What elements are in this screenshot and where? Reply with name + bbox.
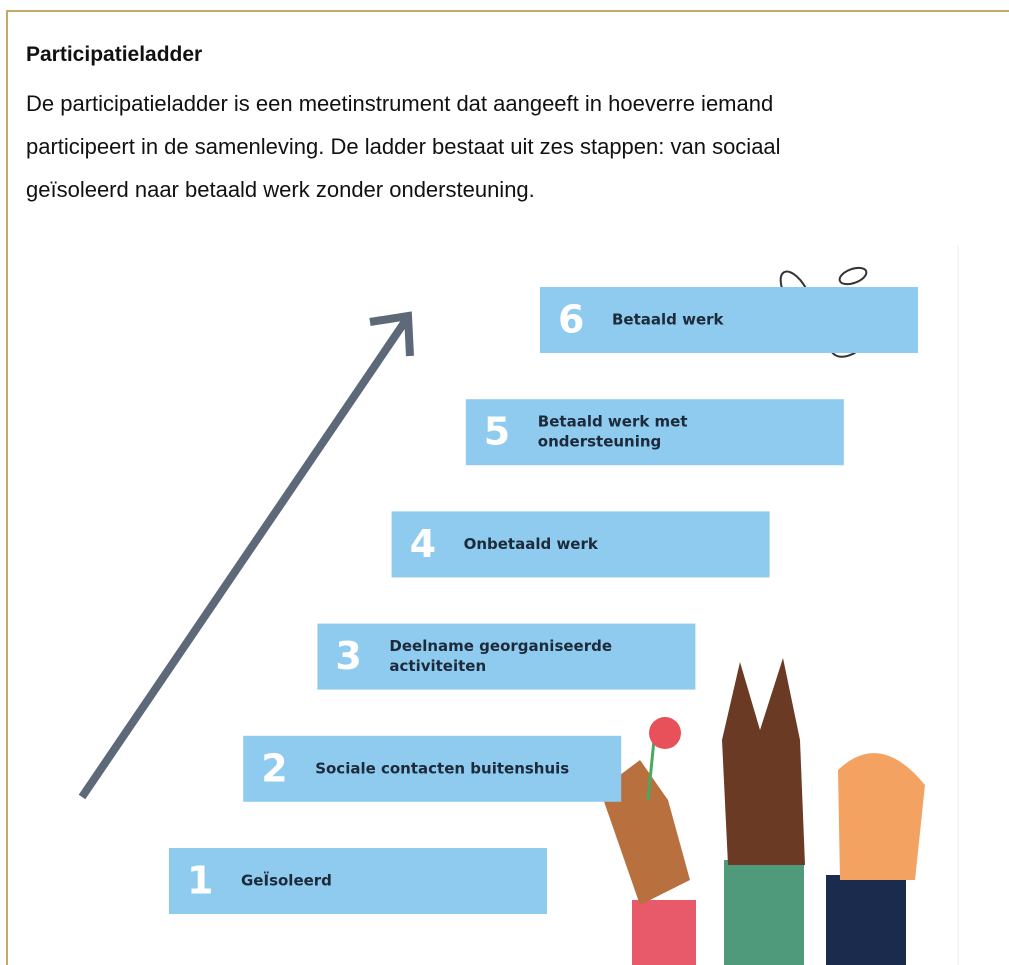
step-label: Onbetaald werk	[464, 535, 599, 553]
step-bar	[540, 287, 918, 353]
step-label: activiteiten	[389, 657, 486, 675]
step-bar	[317, 624, 695, 690]
step-bar	[169, 848, 547, 914]
ladder-illustration: 1 GeÏsoleerd 2 Sociale contacten buitenshui…	[0, 0, 1009, 965]
step-number: 6	[558, 298, 584, 342]
hands	[600, 658, 925, 965]
step-number: 1	[187, 859, 213, 903]
step-label: ondersteuning	[538, 433, 661, 451]
step-label: Betaald werk met	[538, 413, 688, 431]
step-number: 2	[261, 746, 287, 790]
step-number: 5	[484, 410, 510, 454]
step-label: GeÏsoleerd	[241, 871, 332, 890]
step-label: Deelname georganiseerde	[389, 637, 612, 655]
arrow	[82, 316, 410, 797]
step-number: 3	[335, 634, 361, 678]
step-label: Betaald werk	[612, 311, 725, 329]
page: Participatieladder De participatieladder…	[0, 0, 1009, 965]
step-label: Sociale contacten buitenshuis	[315, 759, 569, 777]
step-number: 4	[410, 522, 436, 566]
steps: 1 GeÏsoleerd 2 Sociale contacten buitenshui…	[169, 287, 918, 914]
